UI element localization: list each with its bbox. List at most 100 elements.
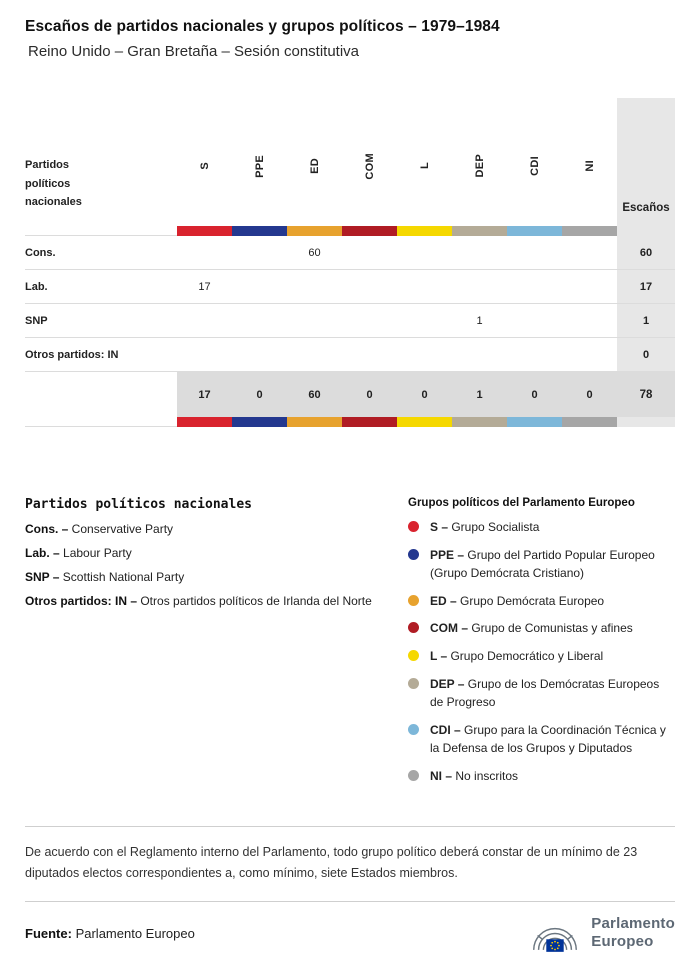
seat-value-cdi [507,270,562,303]
table-row: Otros partidos: IN 0 [25,338,675,372]
seats-column-bar-spacer [617,417,675,427]
political-group-legend-item: L – Grupo Democrático y Liberal [408,647,675,666]
source-row: Fuente: Parlamento Europeo [25,912,675,954]
national-parties-legend: Partidos políticos nacionales Cons. – Co… [25,497,408,786]
color-bar-ni [562,417,617,427]
color-bar-cell-l [397,226,452,236]
group-color-dot [408,521,419,532]
color-bar-cell-cdi [507,226,562,236]
political-group-legend-item: ED – Grupo Demócrata Europeo [408,592,675,611]
color-bar-dep [452,226,507,236]
national-parties-legend-title: Partidos políticos nacionales [25,497,252,512]
national-party-legend-item: Otros partidos: IN – Otros partidos polí… [25,594,372,608]
group-color-dot [408,723,419,735]
color-bar-s [177,226,232,236]
seats-table: Partidos políticos nacionales S PPE ED COM L D… [25,98,675,427]
table-row: SNP 1 1 [25,304,675,338]
row-total: 60 [617,236,675,269]
column-header-ppe: PPE [232,98,287,226]
seat-value-s [177,236,232,269]
seat-value-ppe [232,270,287,303]
infographic-page: Escaños de partidos nacionales y grupos … [25,18,675,952]
color-bar-cell-s [177,226,232,236]
seat-value-cdi [507,236,562,269]
column-total-ppe: 0 [232,372,287,417]
group-legend-text: COM – Grupo de Comunistas y afines [430,621,633,636]
color-bar-cell-ppe [232,417,287,427]
color-bar-cell-com [342,226,397,236]
national-parties-legend-list: Cons. – Conservative Party Lab. – Labour … [25,522,408,608]
column-total-ni: 0 [562,372,617,417]
page-title: Escaños de partidos nacionales y grupos … [25,18,500,35]
table-header-row: Partidos políticos nacionales S PPE ED COM L D… [25,98,675,226]
group-legend-text: NI – No inscritos [430,768,519,783]
grand-total: 78 [617,372,675,417]
political-group-legend-item: COM – Grupo de Comunistas y afines [408,619,675,638]
seat-value-com [342,270,397,303]
seat-value-com [342,304,397,337]
column-total-ed: 60 [287,372,342,417]
ep-logo-wordmark: Parlamento Europeo [591,915,675,952]
column-header-ni: NI [562,98,617,226]
seat-value-ni [562,304,617,337]
seat-value-ni [562,270,617,303]
seat-value-ppe [232,304,287,337]
ep-logo-line1: Parlamento [591,914,675,932]
party-label: SNP [25,314,48,327]
column-header-s: S [177,98,232,226]
ep-logo: Parlamento Europeo [526,912,675,954]
color-bar-cell-ed [287,226,342,236]
political-group-legend-item: DEP – Grupo de los Demócratas Europeos d… [408,675,675,712]
eu-flag-icon [546,939,564,952]
bars-row-spacer [25,417,177,427]
color-bar-l [397,417,452,427]
color-bar-ni [562,226,617,236]
political-group-legend-item: PPE – Grupo del Partido Popular Europeo … [408,546,675,583]
color-bar-ppe [232,417,287,427]
seat-value-dep: 1 [476,314,483,327]
column-total-dep: 1 [452,372,507,417]
color-bar-cell-ed [287,417,342,427]
row-total: 17 [617,270,675,303]
seat-value-cdi [507,304,562,337]
group-legend-text: PPE – Grupo del Partido Popular Europeo … [430,547,655,581]
source: Fuente: Parlamento Europeo [25,926,195,941]
color-bar-com [342,417,397,427]
group-legend-text: S – Grupo Socialista [430,520,540,534]
column-header-text: L [418,162,431,170]
seat-value-l [397,304,452,337]
seat-value-ni [562,338,617,371]
seat-value-dep [452,270,507,303]
bars-row-spacer [25,226,177,236]
seats-column-bar-spacer [617,226,675,236]
seat-value-ed: 60 [308,246,321,259]
seats-column-header: Escaños [617,98,675,226]
group-legend-text: CDI – Grupo para la Coordinación Técnica… [430,722,666,756]
seat-value-l [397,338,452,371]
seat-value-ed [287,304,342,337]
national-party-legend-item: Lab. – Labour Party [25,546,132,560]
party-abbr: Otros partidos: IN – [25,594,138,608]
footnote: De acuerdo con el Reglamento interno del… [25,825,675,903]
color-bar-cell-s [177,417,232,427]
column-header-text: ED [308,158,321,174]
party-label: Otros partidos: IN [25,348,119,361]
group-color-dot [408,594,419,606]
group-color-dot [408,677,419,689]
group-legend-text: DEP – Grupo de los Demócratas Europeos d… [430,676,660,710]
column-header-ed: ED [287,98,342,226]
group-abbr: PPE – [430,547,465,562]
table-row: Lab. 17 17 [25,270,675,304]
row-header-label-text: Partidos políticos nacionales [25,158,82,209]
seat-value-ppe [232,338,287,371]
seat-value-dep [452,236,507,269]
party-abbr: Lab. – [25,546,60,560]
group-abbr: NI – [430,768,453,783]
column-header-text: S [198,162,211,170]
color-bar-s [177,417,232,427]
seat-value-s [177,338,232,371]
color-bar-cell-dep [452,417,507,427]
seat-value-l [397,270,452,303]
column-total-com: 0 [342,372,397,417]
page-subtitle: Reino Unido – Gran Bretaña – Sesión cons… [28,43,360,60]
